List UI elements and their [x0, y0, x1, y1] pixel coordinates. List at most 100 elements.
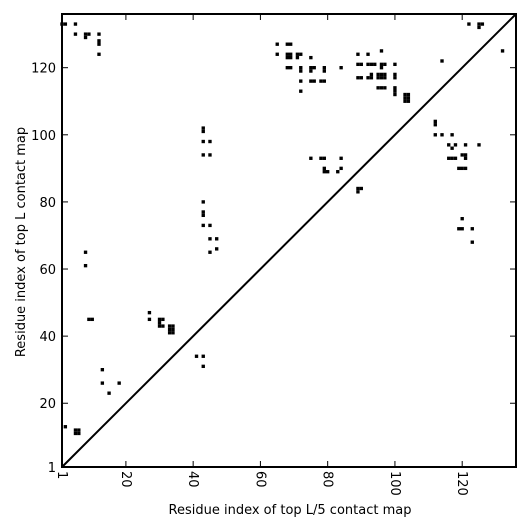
contact-point: [194, 354, 199, 358]
contact-point: [309, 156, 313, 160]
contact-point: [215, 237, 219, 241]
contact-point: [379, 49, 384, 53]
contact-point: [339, 66, 343, 70]
x-tick-label: 40: [185, 471, 200, 488]
contact-point: [379, 86, 384, 90]
contact-point: [477, 22, 481, 26]
contact-point: [309, 69, 313, 73]
contact-point: [312, 79, 316, 83]
contact-point: [289, 66, 293, 70]
contact-point: [477, 143, 481, 147]
contact-point: [379, 62, 384, 67]
contact-point: [215, 247, 219, 251]
contact-point: [453, 143, 458, 147]
contact-point: [201, 129, 205, 134]
contact-point: [463, 156, 468, 160]
contact-point: [447, 156, 451, 160]
y-tick-label: 100: [31, 129, 56, 144]
contact-point: [403, 92, 407, 97]
contact-point: [312, 66, 316, 70]
y-tick-label: 1: [48, 461, 56, 476]
contact-point: [359, 76, 363, 80]
contact-point: [171, 324, 175, 328]
contact-point: [208, 237, 212, 241]
contact-point: [356, 52, 360, 56]
contact-point: [477, 25, 481, 30]
contact-point: [201, 200, 205, 204]
contact-point: [309, 79, 313, 83]
contact-point: [393, 72, 397, 77]
contact-point: [457, 227, 461, 231]
contact-point: [460, 166, 464, 171]
x-tick-label: 60: [252, 471, 267, 488]
contact-point: [447, 143, 451, 147]
contact-point: [73, 428, 78, 432]
contact-point: [299, 79, 303, 83]
contact-point: [322, 156, 326, 160]
contact-point: [87, 317, 91, 322]
contact-point: [453, 156, 458, 160]
contact-point: [77, 428, 81, 432]
plot-frame: [61, 13, 517, 468]
contact-point: [460, 153, 464, 157]
contact-point: [450, 146, 454, 150]
contact-point: [450, 133, 454, 137]
contact-point: [295, 52, 300, 56]
contact-point: [289, 55, 293, 60]
y-tick-label: 40: [39, 330, 56, 345]
contact-point: [289, 42, 293, 46]
contact-point: [285, 42, 289, 46]
contact-point: [73, 431, 78, 436]
contact-point: [470, 240, 474, 244]
contact-point: [285, 52, 289, 56]
x-tick-label: 20: [118, 471, 133, 488]
contact-point: [171, 327, 175, 332]
contact-point: [295, 55, 300, 60]
contact-point: [369, 76, 374, 80]
contact-point: [322, 166, 326, 171]
contact-point: [366, 62, 370, 67]
contact-point: [309, 55, 313, 60]
contact-point: [322, 170, 326, 174]
contact-point: [208, 223, 212, 228]
contact-points: [60, 22, 505, 436]
contact-point: [325, 170, 330, 174]
contact-point: [100, 381, 105, 385]
contact-point: [83, 263, 88, 268]
contact-point: [167, 327, 172, 332]
contact-point: [83, 35, 88, 40]
contact-point: [463, 153, 468, 157]
contact-point: [201, 364, 205, 369]
contact-point: [322, 79, 326, 83]
contact-point: [117, 381, 121, 385]
contact-point: [97, 52, 101, 56]
contact-point: [322, 69, 326, 73]
contact-point: [393, 62, 397, 67]
contact-point: [208, 250, 212, 254]
y-tick-label: 20: [39, 397, 56, 412]
contact-point: [339, 166, 343, 171]
x-tick-label: 120: [454, 471, 469, 496]
contact-point: [201, 153, 205, 157]
contact-point: [336, 170, 340, 174]
contact-point: [379, 76, 384, 80]
contact-point: [356, 190, 360, 194]
contact-point: [433, 123, 437, 127]
contact-point: [379, 66, 384, 70]
contact-point: [319, 156, 323, 160]
diagonal-line: [61, 13, 517, 468]
contact-point: [319, 79, 323, 83]
contact-point: [201, 139, 205, 144]
contact-point: [369, 72, 374, 77]
contact-point: [460, 227, 464, 231]
contact-point: [406, 99, 411, 103]
contact-point: [100, 368, 105, 372]
contact-point: [369, 62, 374, 67]
contact-point: [376, 72, 380, 77]
contact-point: [201, 223, 205, 228]
contact-point: [457, 166, 461, 171]
contact-point: [403, 99, 407, 103]
contact-point: [289, 52, 293, 56]
contact-point: [393, 92, 397, 97]
